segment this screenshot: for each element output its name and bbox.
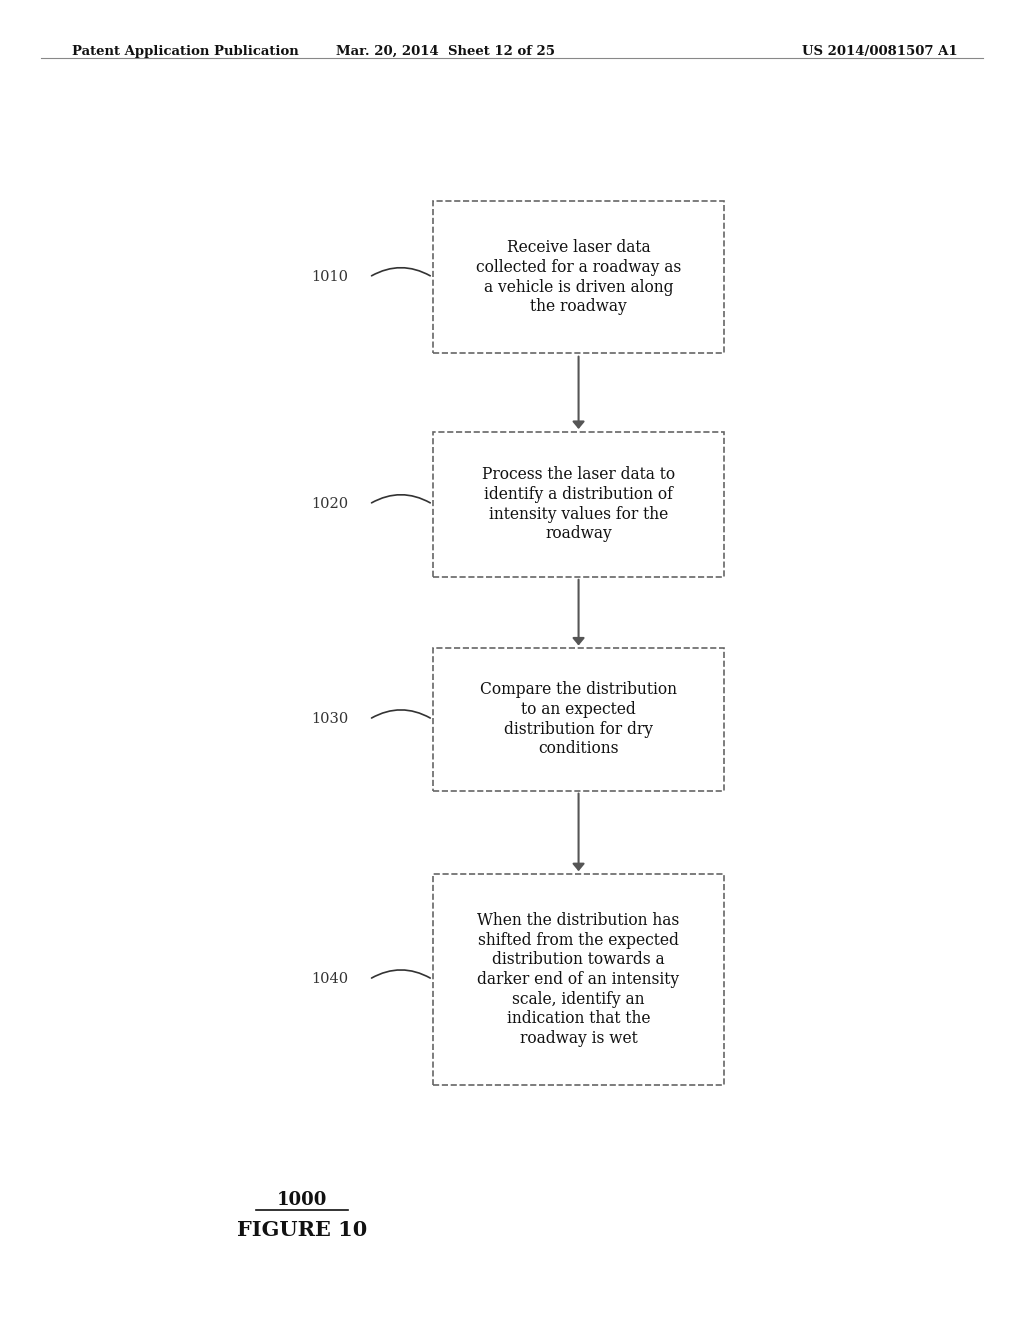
Text: 1020: 1020	[311, 498, 349, 511]
Text: FIGURE 10: FIGURE 10	[237, 1220, 368, 1241]
Text: When the distribution has
shifted from the expected
distribution towards a
darke: When the distribution has shifted from t…	[477, 912, 680, 1047]
FancyArrowPatch shape	[372, 710, 430, 718]
FancyArrowPatch shape	[372, 970, 430, 978]
Text: Patent Application Publication: Patent Application Publication	[72, 45, 298, 58]
Text: Receive laser data
collected for a roadway as
a vehicle is driven along
the road: Receive laser data collected for a roadw…	[476, 239, 681, 315]
FancyBboxPatch shape	[432, 432, 725, 577]
Text: Process the laser data to
identify a distribution of
intensity values for the
ro: Process the laser data to identify a dis…	[482, 466, 675, 543]
Text: 1010: 1010	[311, 271, 349, 284]
Text: US 2014/0081507 A1: US 2014/0081507 A1	[802, 45, 957, 58]
Text: 1040: 1040	[311, 973, 349, 986]
Text: Compare the distribution
to an expected
distribution for dry
conditions: Compare the distribution to an expected …	[480, 681, 677, 758]
Text: 1000: 1000	[276, 1191, 328, 1209]
FancyBboxPatch shape	[432, 874, 725, 1085]
FancyArrowPatch shape	[372, 268, 430, 276]
FancyArrowPatch shape	[372, 495, 430, 503]
FancyBboxPatch shape	[432, 201, 725, 352]
Text: Mar. 20, 2014  Sheet 12 of 25: Mar. 20, 2014 Sheet 12 of 25	[336, 45, 555, 58]
FancyBboxPatch shape	[432, 648, 725, 791]
Text: 1030: 1030	[311, 713, 349, 726]
